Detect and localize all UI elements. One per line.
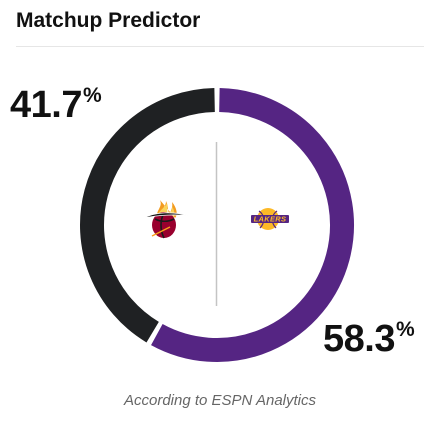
lakers-logo-wordmark: LAKERS [254,215,287,224]
away-team-percent-sign: % [82,84,102,107]
home-team-percent: 58.3 [323,318,395,360]
home-team-percent-sign: % [395,318,415,341]
donut-segment-heat [80,88,215,343]
heat-logo-icon [142,196,192,249]
home-team-probability: 58.3% [323,318,415,361]
lakers-logo-icon: LAKERS [249,203,291,240]
away-team-probability: 41.7% [10,84,102,127]
widget-title: Matchup Predictor [16,9,201,32]
analytics-caption: According to ESPN Analytics [123,392,317,409]
header-divider [16,46,424,47]
away-team-percent: 41.7 [10,84,82,126]
donut-segment-lakers [151,88,354,362]
